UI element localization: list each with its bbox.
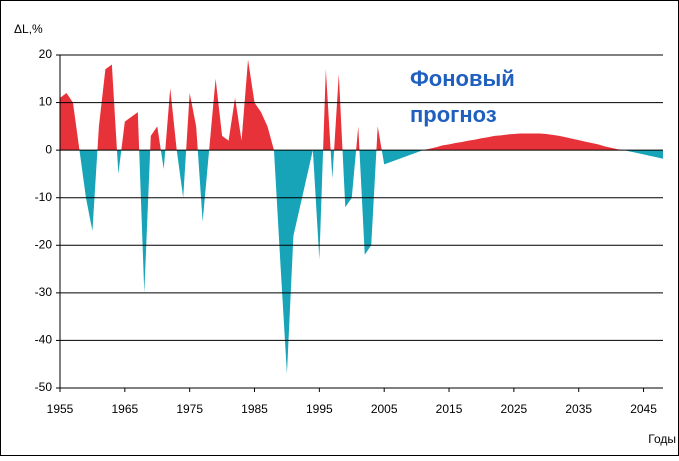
x-tick-label: 1965 bbox=[111, 402, 138, 416]
y-tick-label: -30 bbox=[35, 285, 53, 299]
y-tick-label: 0 bbox=[45, 142, 52, 156]
x-tick-label: 2025 bbox=[501, 402, 528, 416]
y-tick-label: 10 bbox=[39, 95, 53, 109]
y-tick-label: -50 bbox=[35, 380, 53, 394]
x-tick-label: 2035 bbox=[565, 402, 592, 416]
x-tick-label: 2015 bbox=[436, 402, 463, 416]
x-tick-label: 1975 bbox=[176, 402, 203, 416]
x-tick-label: 1985 bbox=[241, 402, 268, 416]
area-positive bbox=[60, 59, 625, 151]
y-tick-label: -20 bbox=[35, 237, 53, 251]
x-tick-label: 2005 bbox=[371, 402, 398, 416]
y-tick-label: -40 bbox=[35, 333, 53, 347]
x-tick-label: 1995 bbox=[306, 402, 333, 416]
y-tick-label: -10 bbox=[35, 190, 53, 204]
annotation: прогноз bbox=[410, 102, 497, 127]
annotation: Фоновый bbox=[410, 66, 515, 91]
x-tick-label: 2045 bbox=[630, 402, 657, 416]
x-axis-label: Годы bbox=[648, 432, 676, 446]
x-tick-label: 1955 bbox=[47, 402, 74, 416]
y-axis-label: ΔL,% bbox=[14, 22, 43, 36]
y-tick-label: 20 bbox=[39, 47, 53, 61]
